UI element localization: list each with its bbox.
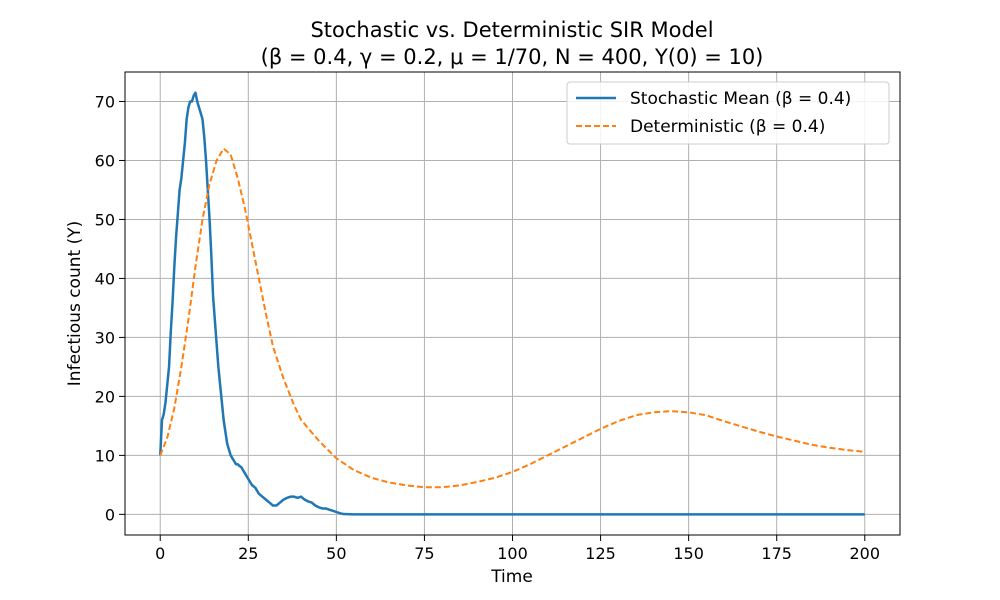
x-tick-label: 0 — [155, 544, 165, 563]
tick-layer: 0 25 50 75 100 125 150 175 200 0 10 20 30 40 50 60 70 — [95, 92, 880, 563]
y-tick-label: 50 — [95, 210, 115, 229]
x-tick-label: 100 — [497, 544, 528, 563]
x-tick-label: 175 — [761, 544, 792, 563]
y-tick-label: 20 — [95, 387, 115, 406]
x-tick-label: 50 — [326, 544, 346, 563]
x-tick-label: 125 — [585, 544, 616, 563]
y-tick-label: 30 — [95, 328, 115, 347]
legend-box — [566, 81, 890, 145]
stochastic-mean-line — [158, 91, 865, 516]
y-tick-label: 60 — [95, 151, 115, 170]
series-layer — [158, 91, 865, 516]
chart-subtitle: (β = 0.4, γ = 0.2, μ = 1/70, N = 400, Y(… — [261, 45, 764, 69]
deterministic-line — [159, 147, 865, 489]
y-tick-label: 40 — [95, 269, 115, 288]
y-tick-label: 70 — [95, 92, 115, 111]
x-axis-label: Time — [490, 567, 533, 587]
y-tick-label: 10 — [95, 446, 115, 465]
x-tick-label: 200 — [849, 544, 880, 563]
x-tick-label: 75 — [414, 544, 434, 563]
legend-label-deterministic: Deterministic (β = 0.4) — [630, 117, 825, 137]
legend: Stochastic Mean (β = 0.4) Deterministic … — [566, 81, 890, 145]
x-tick-label: 150 — [673, 544, 704, 563]
x-tick-label: 25 — [238, 544, 258, 563]
y-tick-label: 0 — [105, 505, 115, 524]
chart-title: Stochastic vs. Deterministic SIR Model — [310, 18, 713, 42]
legend-label-stochastic: Stochastic Mean (β = 0.4) — [630, 89, 851, 109]
y-axis-label: Infectious count (Y) — [65, 221, 85, 386]
